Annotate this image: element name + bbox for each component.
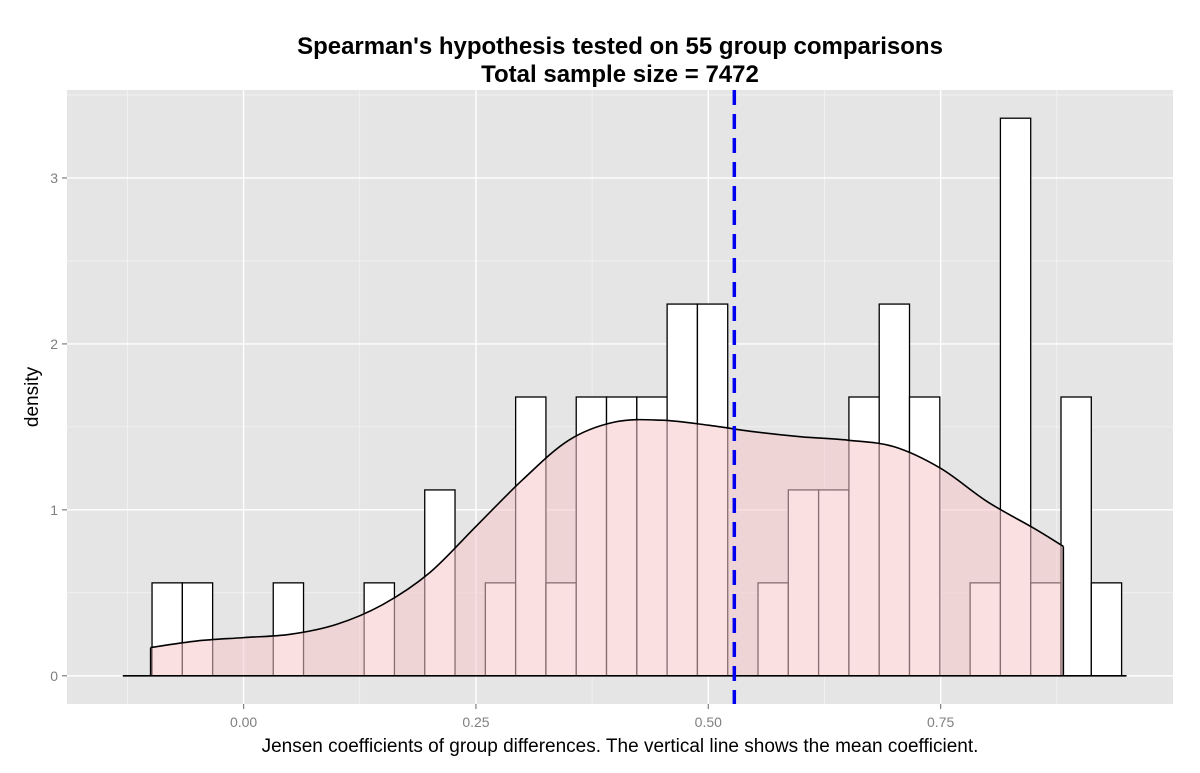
histogram-bar bbox=[1060, 396, 1092, 677]
y-tick-label: 2 bbox=[50, 336, 58, 352]
y-axis-title: density bbox=[22, 366, 43, 427]
chart-title: Spearman's hypothesis tested on 55 group… bbox=[297, 33, 943, 60]
chart-subtitle: Total sample size = 7472 bbox=[481, 61, 759, 88]
y-tick-label: 3 bbox=[50, 170, 58, 186]
x-tick-label: 0.25 bbox=[462, 714, 489, 730]
density-curve bbox=[150, 418, 1064, 649]
density-area bbox=[150, 419, 1064, 676]
x-tick-label: 0.50 bbox=[695, 714, 722, 730]
density-curve-group bbox=[122, 418, 1127, 677]
x-tick-label: 0.75 bbox=[927, 714, 954, 730]
y-tick-label: 0 bbox=[50, 668, 58, 684]
y-tick-label: 1 bbox=[50, 502, 58, 518]
x-tick-label: 0.00 bbox=[230, 714, 257, 730]
histogram-bar bbox=[1090, 582, 1123, 677]
axis-ticks: 0.00 0.25 0.50 0.75 0 1 2 3 bbox=[50, 170, 954, 730]
x-axis-title: Jensen coefficients of group differences… bbox=[262, 736, 979, 757]
